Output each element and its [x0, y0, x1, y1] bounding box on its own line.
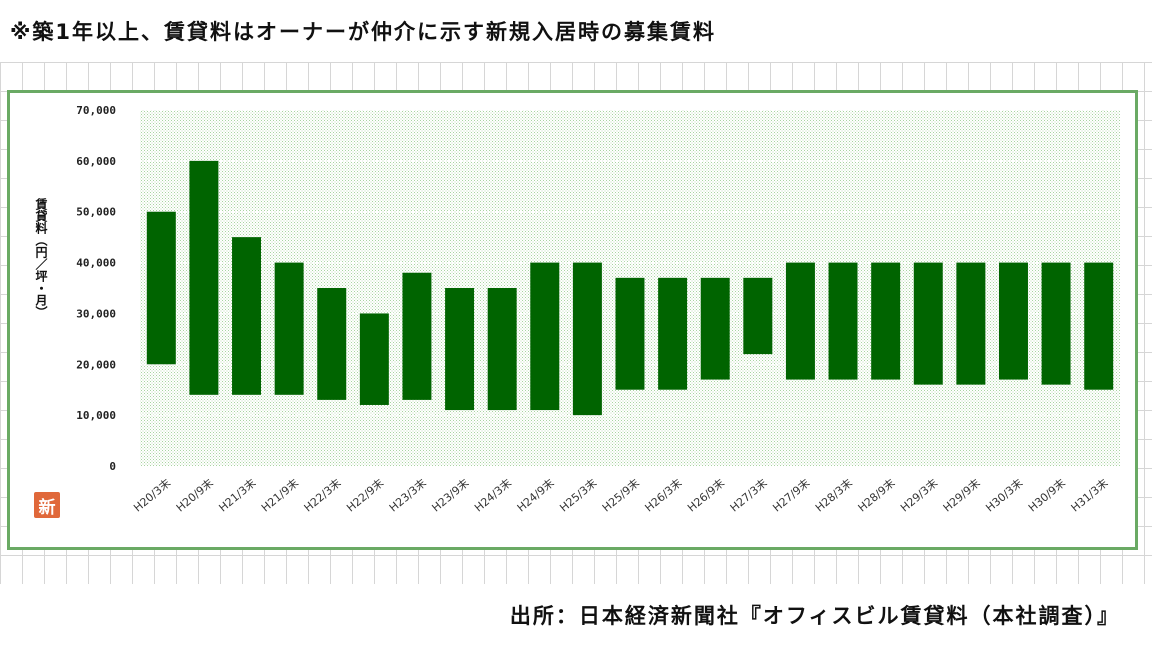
x-tick-label: H24/9末 — [514, 476, 557, 515]
bar-H28/9末 — [871, 262, 901, 380]
bar-H20/9末 — [189, 160, 219, 395]
x-tick-label: H29/9末 — [940, 476, 983, 515]
x-tick-label: H26/3末 — [642, 476, 685, 515]
bar-H27/3末 — [743, 277, 773, 355]
bars — [146, 160, 1114, 416]
x-tick-label: H22/3末 — [301, 476, 344, 515]
bar-H31/3末 — [1084, 262, 1114, 390]
x-tick-label: H21/3末 — [216, 476, 259, 515]
note-text: ※築1年以上、賃貸料はオーナーが仲介に示す新規入居時の募集賃料 — [10, 20, 717, 44]
y-tick-label: 70,000 — [76, 104, 116, 117]
bar-H22/9末 — [359, 313, 389, 405]
bar-H29/9末 — [956, 262, 986, 385]
x-tick-label: H27/9末 — [770, 476, 813, 515]
x-tick-label: H21/9末 — [258, 476, 301, 515]
bar-H25/9末 — [615, 277, 645, 390]
y-tick-label: 30,000 — [76, 307, 116, 320]
new-stamp-icon: 新 — [34, 492, 60, 518]
bar-H27/9末 — [785, 262, 815, 380]
bar-H24/3末 — [487, 288, 517, 411]
x-tick-label: H28/3末 — [812, 476, 855, 515]
bar-H21/3末 — [232, 237, 262, 395]
x-tick-label: H25/9末 — [599, 476, 642, 515]
bar-H26/3末 — [658, 277, 688, 390]
y-tick-label: 50,000 — [76, 206, 116, 219]
x-tick-label: H25/3末 — [557, 476, 600, 515]
bar-H28/3末 — [828, 262, 858, 380]
bar-H24/9末 — [530, 262, 560, 411]
x-tick-label: H28/9末 — [855, 476, 898, 515]
bar-H20/3末 — [146, 211, 176, 365]
bar-H22/3末 — [317, 288, 347, 400]
y-tick-label: 20,000 — [76, 358, 116, 371]
x-tick-label: H20/3末 — [131, 476, 174, 515]
bar-H30/3末 — [998, 262, 1028, 380]
y-tick-label: 0 — [109, 460, 116, 473]
x-tick-label: H24/3末 — [471, 476, 514, 515]
y-axis-title: 賃貸料（円／坪・月） — [34, 198, 48, 318]
bar-H23/9末 — [445, 288, 475, 411]
y-axis-ticks: 0 10,000 20,000 30,000 40,000 50,000 60,000 70,… — [76, 104, 116, 473]
bar-H25/3末 — [572, 262, 602, 416]
x-axis-labels: H20/3末 H20/9末 H21/3末 H21/9末 H22/3末 H22/9末 H23/… — [131, 476, 1111, 515]
bar-H26/9末 — [700, 277, 730, 380]
y-tick-label: 60,000 — [76, 155, 116, 168]
bar-H29/3末 — [913, 262, 943, 385]
bar-H30/9末 — [1041, 262, 1071, 385]
x-tick-label: H23/9末 — [429, 476, 472, 515]
bar-H21/9末 — [274, 262, 304, 395]
x-tick-label: H27/3末 — [727, 476, 770, 515]
y-tick-label: 40,000 — [76, 257, 116, 270]
x-tick-label: H20/9末 — [173, 476, 216, 515]
x-tick-label: H22/9末 — [344, 476, 387, 515]
x-tick-label: H26/9末 — [684, 476, 727, 515]
x-tick-label: H29/3末 — [897, 476, 940, 515]
x-tick-label: H31/3末 — [1068, 476, 1111, 515]
x-tick-label: H30/3末 — [983, 476, 1026, 515]
bar-H23/3末 — [402, 272, 432, 400]
x-tick-label: H23/3末 — [386, 476, 429, 515]
source-citation: 出所：日本経済新聞社『オフィスビル賃貸料（本社調査）』 — [509, 604, 1120, 628]
x-tick-label: H30/9末 — [1025, 476, 1068, 515]
y-tick-label: 10,000 — [76, 409, 116, 422]
